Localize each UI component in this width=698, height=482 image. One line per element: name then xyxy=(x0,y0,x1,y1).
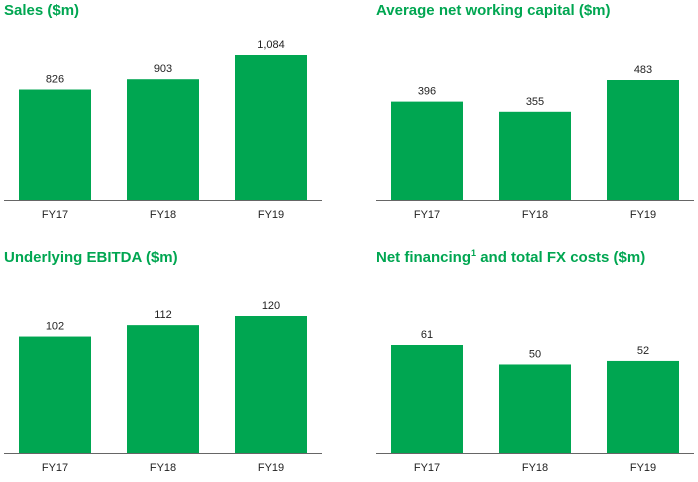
working-capital-value-label-fy19: 483 xyxy=(634,64,652,76)
sales-bar-fy19 xyxy=(235,55,307,200)
financing-panel: Net financing1 and total FX costs ($m) 6… xyxy=(376,247,696,482)
working-capital-chart-title: Average net working capital ($m) xyxy=(376,2,611,19)
sales-chart-title: Sales ($m) xyxy=(4,2,80,19)
financing-chart-title: Net financing1 and total FX costs ($m) xyxy=(376,248,646,267)
financing-tick-label-fy17: FY17 xyxy=(414,462,440,474)
sales-panel: Sales ($m) 826 FY17 903 FY18 1,084 FY19 xyxy=(4,0,324,235)
working-capital-chart: 396 FY17 355 FY18 483 FY19 xyxy=(376,64,694,221)
sales-chart: 826 FY17 903 FY18 1,084 FY19 xyxy=(4,39,322,221)
ebitda-chart-title: Underlying EBITDA ($m) xyxy=(4,249,178,266)
financing-title-footnote: 1 xyxy=(471,248,477,258)
financing-bar-fy19 xyxy=(607,360,679,453)
sales-value-label-fy19: 1,084 xyxy=(257,39,285,51)
ebitda-bar-fy18 xyxy=(127,325,199,453)
financing-value-label-fy17: 61 xyxy=(421,329,433,341)
sales-value-label-fy18: 903 xyxy=(154,63,172,75)
working-capital-bar-fy17 xyxy=(391,101,463,200)
ebitda-chart: 102 FY17 112 FY18 120 FY19 xyxy=(4,300,322,474)
working-capital-tick-label-fy19: FY19 xyxy=(630,209,656,221)
ebitda-value-label-fy17: 102 xyxy=(46,321,64,333)
working-capital-panel: Average net working capital ($m) 396 FY17… xyxy=(376,0,696,235)
financing-value-label-fy18: 50 xyxy=(529,348,541,360)
sales-tick-label-fy18: FY18 xyxy=(150,209,176,221)
financing-tick-label-fy19: FY19 xyxy=(630,462,656,474)
working-capital-value-label-fy17: 396 xyxy=(418,86,436,98)
sales-bar-fy18 xyxy=(127,79,199,200)
sales-value-label-fy17: 826 xyxy=(46,74,64,86)
sales-tick-label-fy17: FY17 xyxy=(42,209,68,221)
financing-chart: 61 FY17 50 FY18 52 FY19 xyxy=(376,329,694,474)
ebitda-value-label-fy18: 112 xyxy=(154,309,172,321)
sales-tick-label-fy19: FY19 xyxy=(258,209,284,221)
working-capital-bar-fy19 xyxy=(607,80,679,200)
ebitda-tick-label-fy17: FY17 xyxy=(42,462,68,474)
financing-tick-label-fy18: FY18 xyxy=(522,462,548,474)
ebitda-bar-fy17 xyxy=(19,336,91,453)
financing-title-suffix: and total FX costs ($m) xyxy=(476,249,646,266)
financing-bar-fy18 xyxy=(499,364,571,453)
working-capital-tick-label-fy18: FY18 xyxy=(522,209,548,221)
ebitda-tick-label-fy19: FY19 xyxy=(258,462,284,474)
working-capital-bar-fy18 xyxy=(499,111,571,200)
ebitda-tick-label-fy18: FY18 xyxy=(150,462,176,474)
ebitda-bar-fy19 xyxy=(235,316,307,453)
financing-value-label-fy19: 52 xyxy=(637,345,649,357)
financing-title-main: Net financing xyxy=(376,249,472,266)
financing-bar-fy17 xyxy=(391,345,463,453)
ebitda-value-label-fy19: 120 xyxy=(262,300,280,312)
working-capital-tick-label-fy17: FY17 xyxy=(414,209,440,221)
sales-bar-fy17 xyxy=(19,89,91,200)
working-capital-value-label-fy18: 355 xyxy=(526,96,544,108)
ebitda-panel: Underlying EBITDA ($m) 102 FY17 112 FY18 120… xyxy=(4,247,324,482)
